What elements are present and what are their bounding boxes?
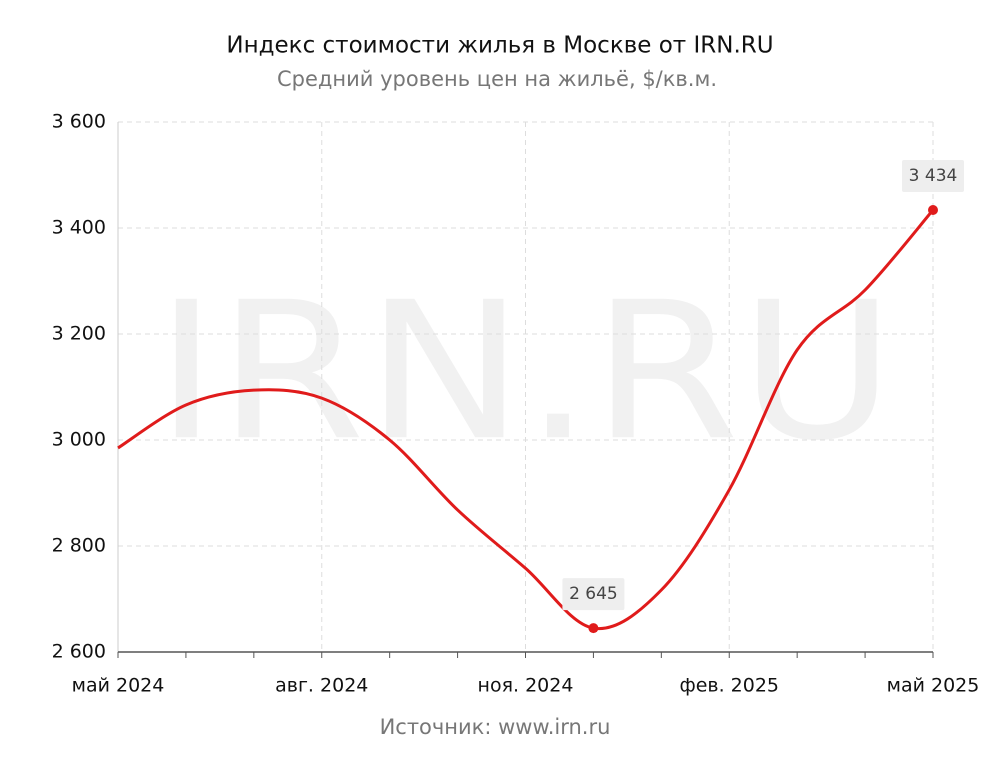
y-tick-label: 3 400 — [52, 217, 106, 239]
point — [928, 204, 938, 215]
label-box — [562, 578, 625, 611]
y-tick-label: 3 600 — [52, 111, 106, 133]
chart-title: Индекс стоимости жилья в Москве от IRN.R… — [226, 33, 773, 59]
y-tick-label: 2 600 — [52, 641, 106, 663]
source: Источник: www.irn.ru — [380, 715, 611, 739]
label-box — [902, 159, 964, 192]
watermark: IRN.RU — [155, 261, 895, 482]
y-tick-label: 3 000 — [52, 429, 106, 451]
y-tick-label: 2 800 — [52, 535, 106, 557]
x-tick-label: май 2025 — [887, 675, 980, 697]
data-label: 3 434 — [909, 166, 958, 186]
x-tick-label: май 2024 — [72, 675, 165, 697]
line — [117, 209, 935, 631]
data-label: 2 645 — [569, 584, 618, 604]
x-tick-label: фев. 2025 — [679, 675, 779, 697]
chart-subtitle: Средний уровень цен на жильё, $/кв.м. — [277, 67, 717, 91]
point — [588, 623, 599, 634]
x-tick-label: авг. 2024 — [275, 675, 368, 697]
x-tick-label: ноя. 2024 — [478, 675, 574, 697]
y-tick-label: 3 200 — [52, 323, 106, 345]
